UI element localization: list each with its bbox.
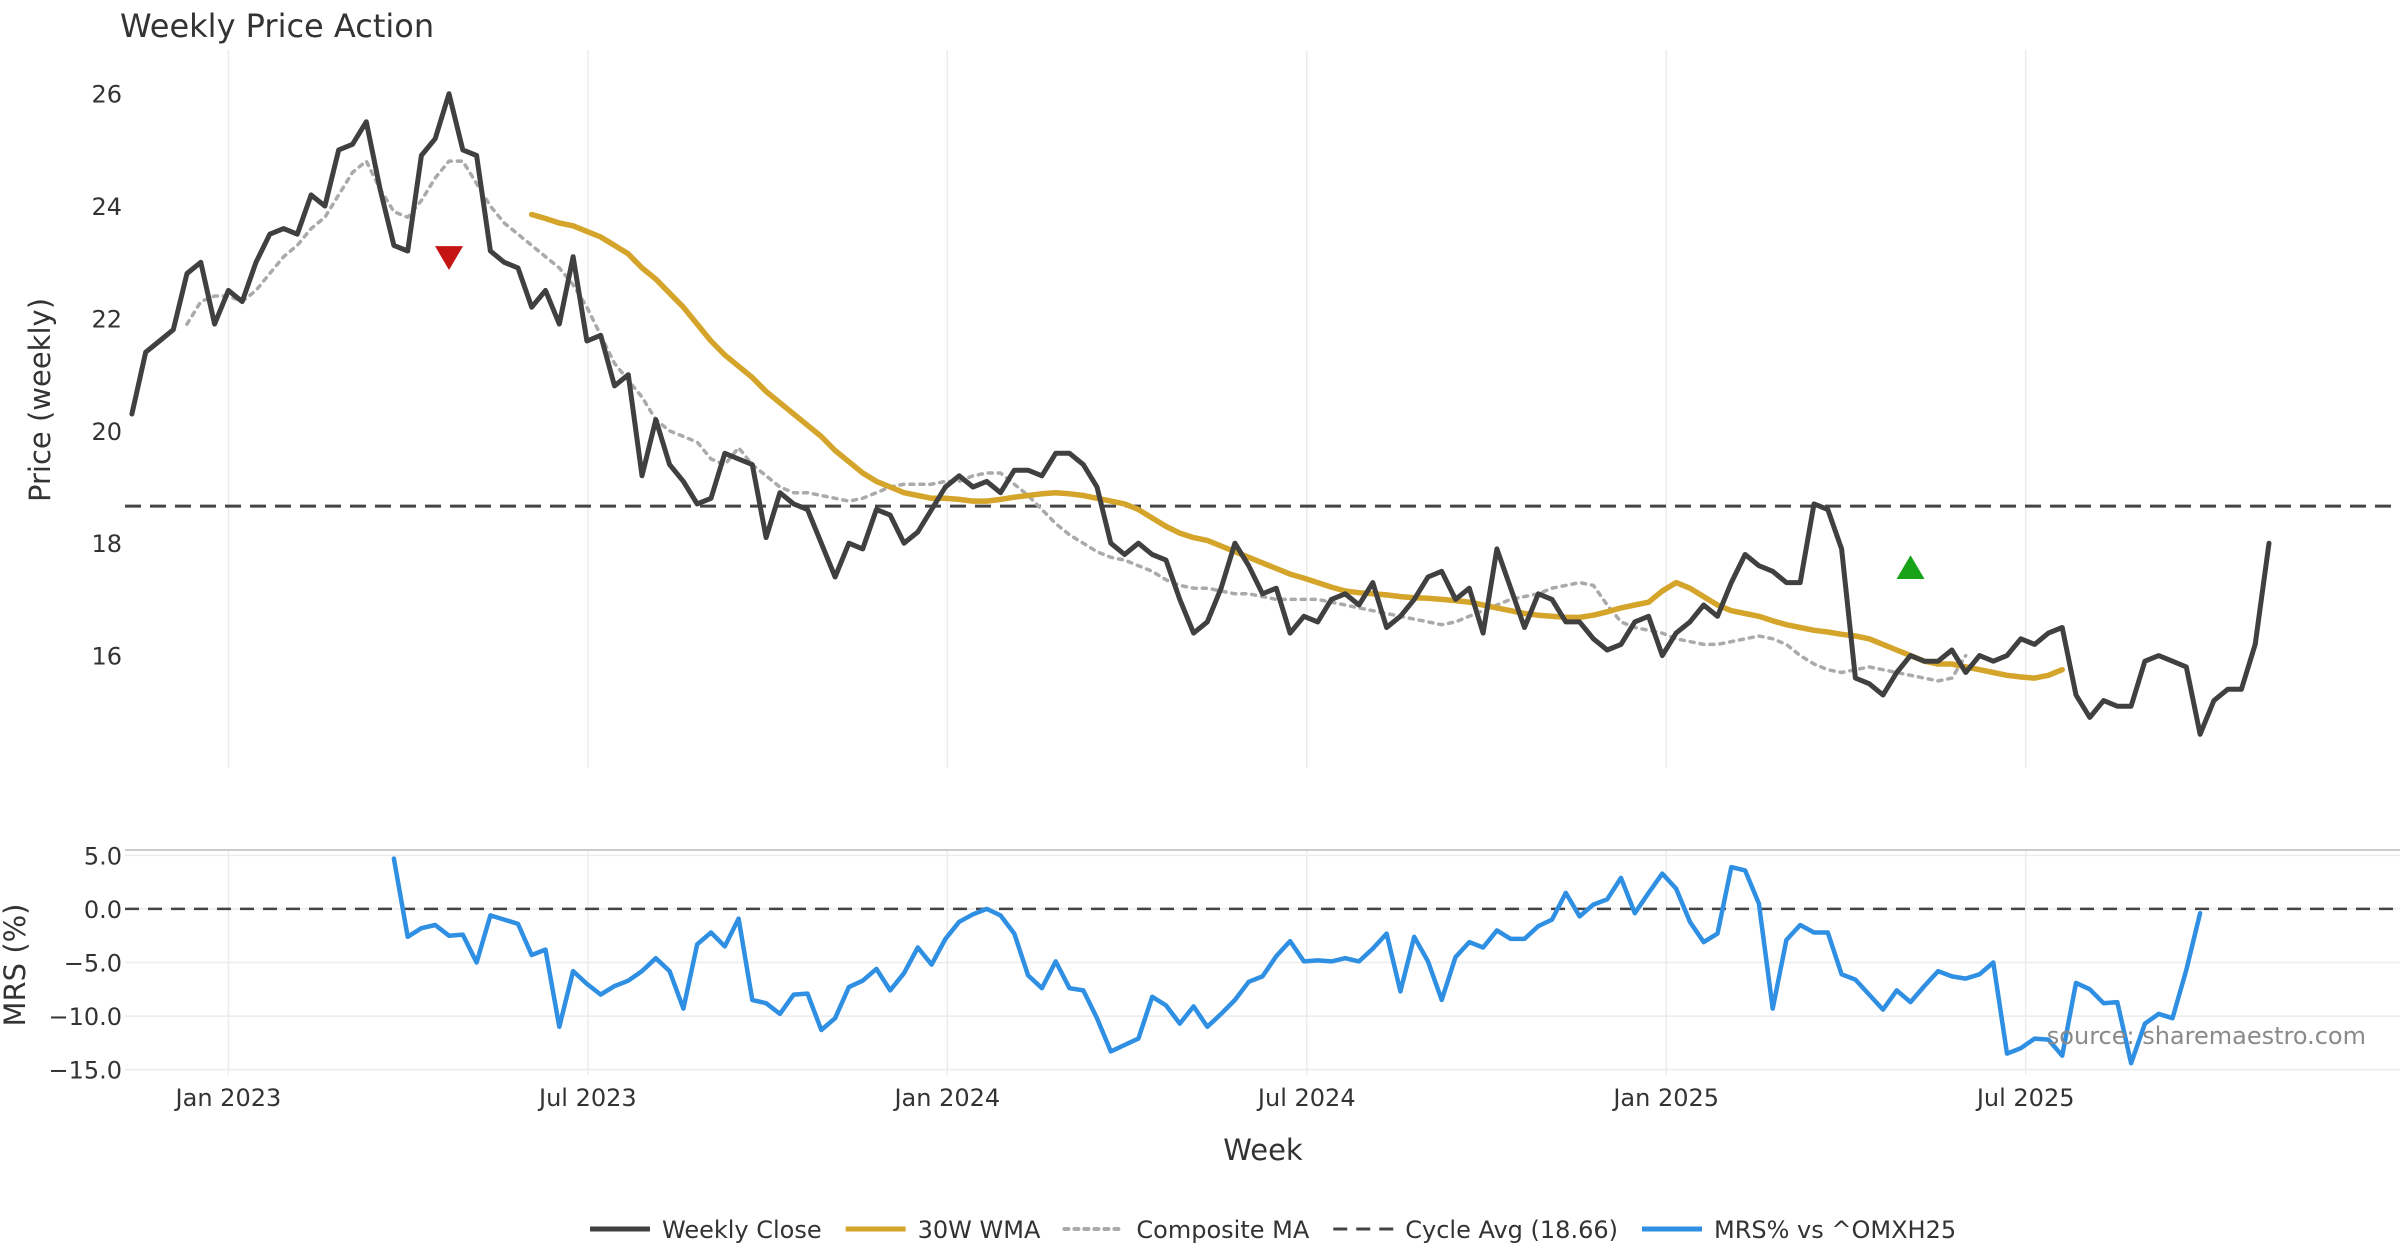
price-gridlines <box>227 50 2027 768</box>
legend-label-3: Cycle Avg (18.66) <box>1405 1216 1618 1244</box>
buy-marker <box>1896 555 1925 580</box>
x-tick-5: Jul 2025 <box>1975 1084 2075 1112</box>
series-weekly-close <box>129 91 2272 737</box>
sell-marker <box>435 246 464 270</box>
mrs-y-tick-2: −5.0 <box>64 950 122 978</box>
legend-label-1: 30W WMA <box>918 1216 1041 1244</box>
series-mrs <box>391 856 2203 1066</box>
mrs-y-tick-0: 5.0 <box>84 842 122 870</box>
price-y-tick-18: 18 <box>91 530 122 558</box>
x-tick-2: Jan 2024 <box>892 1084 1000 1112</box>
x-axis: Jan 2023 Jul 2023 Jan 2024 Jul 2024 Jan 2025… <box>174 1084 2075 1112</box>
legend: Weekly Close 30W WMA Composite MA Cycle Avg… <box>590 1216 1956 1244</box>
legend-label-4: MRS% vs ^OMXH25 <box>1714 1216 1956 1244</box>
legend-label-0: Weekly Close <box>662 1216 822 1244</box>
x-tick-3: Jul 2024 <box>1256 1084 1356 1112</box>
x-tick-1: Jul 2023 <box>537 1084 637 1112</box>
legend-label-2: Composite MA <box>1136 1216 1309 1244</box>
price-y-tick-16: 16 <box>91 643 122 671</box>
price-y-tick-22: 22 <box>91 305 122 333</box>
price-y-tick-26: 26 <box>91 81 122 109</box>
price-y-axis: 16 18 20 22 24 26 <box>91 81 122 671</box>
x-tick-0: Jan 2023 <box>174 1084 282 1112</box>
source-credit: source: sharemaestro.com <box>2047 1022 2366 1050</box>
mrs-y-tick-1: 0.0 <box>84 896 122 924</box>
chart-title: Weekly Price Action <box>120 7 434 45</box>
price-y-axis-label: Price (weekly) <box>23 298 57 502</box>
price-y-tick-20: 20 <box>91 418 122 446</box>
x-axis-label: Week <box>1223 1133 1303 1167</box>
mrs-y-tick-3: −10.0 <box>48 1003 122 1031</box>
mrs-y-axis-label: MRS (%) <box>0 904 32 1027</box>
mrs-y-axis: 5.0 0.0 −5.0 −10.0 −15.0 <box>48 842 122 1084</box>
x-tick-4: Jan 2025 <box>1611 1084 1719 1112</box>
series-30w-wma <box>528 211 2065 681</box>
price-y-tick-24: 24 <box>91 193 122 221</box>
mrs-y-tick-4: −15.0 <box>48 1057 122 1085</box>
